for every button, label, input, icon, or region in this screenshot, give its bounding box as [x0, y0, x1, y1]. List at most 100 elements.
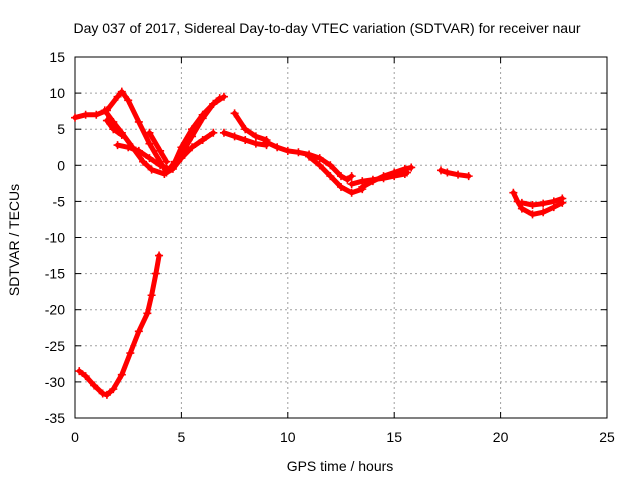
data-point: [198, 136, 207, 145]
data-point: [102, 390, 111, 399]
x-tick-label: 20: [493, 429, 509, 445]
x-tick-label: 10: [280, 429, 296, 445]
data-point: [326, 172, 335, 181]
data-point: [198, 114, 207, 123]
series-track-i: [262, 138, 356, 184]
data-point: [509, 188, 518, 197]
x-tick-label: 15: [386, 429, 402, 445]
y-tick-label: 5: [57, 121, 65, 137]
data-point: [156, 146, 165, 155]
data-point: [166, 164, 175, 173]
data-point: [124, 96, 133, 105]
data-point: [337, 172, 345, 181]
y-tick-label: -35: [45, 410, 65, 426]
data-point: [358, 182, 367, 191]
y-tick-label: -5: [53, 193, 66, 209]
data-point: [98, 389, 107, 398]
y-axis-label: SDTVAR / TECUs: [6, 184, 22, 296]
data-point: [343, 175, 352, 184]
data-point: [145, 139, 154, 148]
data-point: [117, 87, 126, 96]
data-point: [139, 157, 148, 166]
data-point: [400, 164, 409, 173]
series-line: [264, 139, 355, 183]
data-point: [407, 163, 416, 172]
y-tick-label: -30: [45, 374, 65, 390]
data-point: [160, 169, 169, 178]
data-point: [549, 197, 558, 206]
data-point: [443, 168, 452, 177]
data-point: [305, 152, 314, 161]
data-point: [390, 168, 399, 177]
y-tick-label: 0: [57, 157, 65, 173]
data-point: [315, 161, 324, 170]
data-point: [147, 291, 156, 300]
series-track-h: [230, 109, 271, 145]
series-track-m: [437, 166, 473, 181]
data-point: [134, 117, 143, 126]
data-point: [437, 166, 446, 175]
data-point: [81, 372, 90, 381]
data-point: [294, 148, 303, 157]
data-series: [71, 87, 567, 399]
data-point: [251, 132, 260, 141]
series-line: [359, 165, 414, 190]
data-point: [162, 157, 171, 166]
data-point: [528, 210, 537, 219]
data-point: [528, 201, 537, 210]
data-point: [219, 92, 228, 101]
data-point: [188, 143, 197, 152]
series-line: [168, 94, 227, 172]
data-point: [81, 110, 90, 119]
data-point: [262, 138, 271, 147]
data-point: [109, 385, 118, 394]
y-tick-label: 10: [49, 85, 65, 101]
data-point: [92, 110, 101, 119]
data-point: [124, 143, 133, 152]
data-point: [126, 349, 135, 358]
data-point: [147, 165, 156, 174]
data-point: [251, 139, 260, 148]
data-point: [241, 125, 250, 134]
data-point: [156, 161, 165, 170]
data-point: [90, 381, 99, 390]
data-point: [347, 172, 356, 181]
data-point: [143, 309, 152, 318]
data-point: [337, 182, 345, 191]
data-point: [155, 251, 164, 260]
data-point: [113, 141, 122, 150]
series-track-o: [517, 194, 567, 210]
series-line: [438, 167, 472, 179]
data-point: [379, 172, 388, 181]
y-tick-label: -20: [45, 302, 65, 318]
data-point: [209, 99, 218, 108]
data-point: [273, 143, 282, 152]
data-point: [219, 128, 228, 137]
series-track-c: [102, 116, 126, 139]
series-track-d: [113, 141, 171, 172]
data-point: [368, 177, 377, 186]
data-point: [539, 199, 548, 208]
series-track-f: [166, 92, 228, 173]
x-tick-label: 0: [71, 429, 79, 445]
data-point: [517, 198, 526, 207]
series-track-p: [75, 251, 164, 399]
x-tick-label: 25: [599, 429, 615, 445]
series-line: [232, 110, 269, 143]
y-tick-label: -15: [45, 266, 65, 282]
data-point: [230, 109, 239, 118]
axis-ticks: 0 5 10 15 20 25 15 10 5 0 -5 -10 -15 -20 -25 -30 -35: [45, 49, 615, 445]
data-point: [113, 92, 122, 101]
series-track-j: [305, 152, 367, 197]
data-point: [230, 132, 239, 141]
data-point: [75, 367, 84, 376]
data-point: [109, 125, 118, 134]
data-point: [117, 370, 126, 379]
series-track-l: [358, 163, 416, 191]
y-tick-label: -25: [45, 338, 65, 354]
data-point: [315, 154, 324, 163]
data-point: [209, 128, 218, 137]
series-track-b: [100, 106, 218, 178]
data-point: [134, 327, 143, 336]
